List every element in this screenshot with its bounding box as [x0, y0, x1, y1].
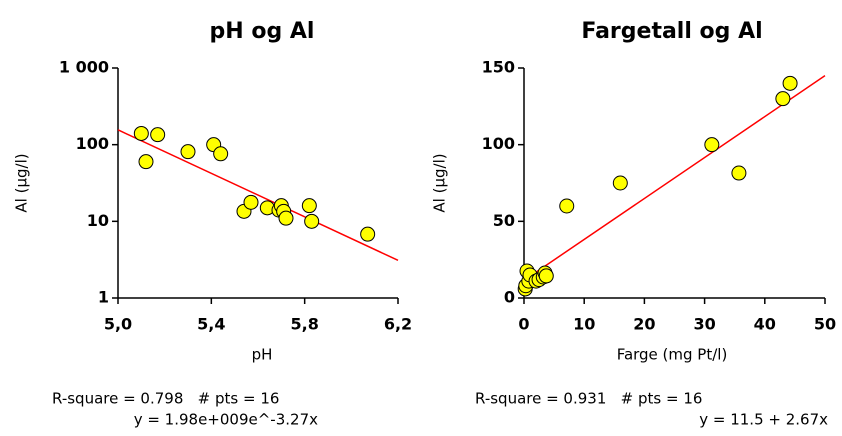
point — [704, 137, 720, 153]
stats-line: y = 11.5 + 2.67x — [699, 411, 828, 429]
point — [243, 194, 259, 210]
point — [775, 91, 791, 107]
y-tick-label: 150 — [482, 58, 515, 77]
y-tick-label: 1 000 — [59, 58, 109, 77]
x-tick-label: 6,2 — [384, 315, 412, 334]
point — [133, 125, 149, 141]
point — [304, 213, 320, 229]
x-tick-label: 20 — [633, 315, 655, 334]
x-tick-label: 30 — [693, 315, 715, 334]
point — [150, 127, 166, 143]
fit-line — [117, 129, 399, 262]
y-axis-label: Al (µg/l) — [431, 153, 449, 212]
x-tick-label: 0 — [518, 315, 529, 334]
point — [538, 268, 554, 284]
stats-line: y = 1.98e+009e^-3.27x — [134, 411, 318, 429]
point — [782, 75, 798, 91]
point — [278, 210, 294, 226]
y-tick-label: 1 — [98, 288, 109, 307]
point — [731, 165, 747, 181]
point — [360, 226, 376, 242]
x-tick-label: 50 — [814, 315, 836, 334]
point — [612, 175, 628, 191]
x-axis-label: pH — [252, 346, 273, 364]
chart-title: Fargetall og Al — [581, 19, 762, 44]
point — [180, 144, 196, 160]
point — [559, 198, 575, 214]
x-tick-label: 5,0 — [104, 315, 132, 334]
stats-line: R-square = 0.798 # pts = 16 — [52, 390, 279, 408]
point — [138, 154, 154, 170]
point — [301, 198, 317, 214]
y-tick-label: 10 — [87, 211, 109, 230]
x-tick-label: 5,8 — [290, 315, 318, 334]
point — [213, 146, 229, 162]
x-axis-label: Farge (mg Pt/l) — [617, 346, 728, 364]
chart-title: pH og Al — [210, 19, 315, 44]
x-tick-label: 40 — [754, 315, 776, 334]
fit-line — [523, 75, 826, 281]
y-tick-label: 100 — [482, 134, 515, 153]
y-tick-label: 0 — [504, 288, 515, 307]
y-axis-label: Al (µg/l) — [13, 153, 31, 212]
y-tick-label: 100 — [76, 134, 109, 153]
y-tick-label: 50 — [493, 211, 515, 230]
x-tick-label: 5,4 — [197, 315, 225, 334]
x-tick-label: 10 — [573, 315, 595, 334]
stats-line: R-square = 0.931 # pts = 16 — [475, 390, 702, 408]
